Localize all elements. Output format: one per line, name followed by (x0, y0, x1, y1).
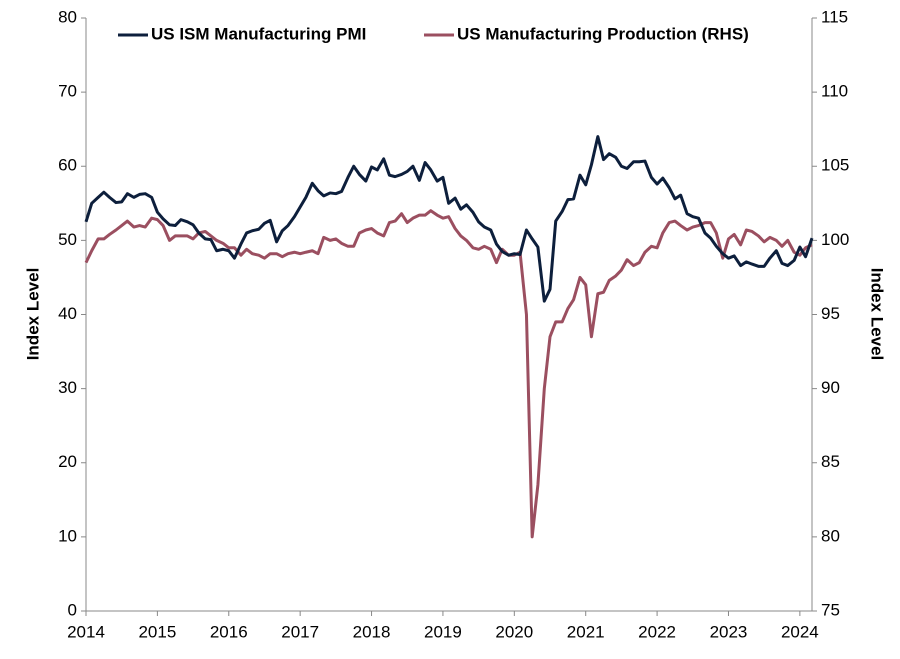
y2-tick-label: 115 (821, 7, 848, 26)
y2-tick-label: 95 (821, 304, 840, 323)
y-tick-label: 50 (58, 230, 77, 249)
x-tick-label: 2022 (638, 622, 676, 641)
x-tick-label: 2020 (495, 622, 533, 641)
y-tick-label: 80 (58, 7, 77, 26)
legend-label: US Manufacturing Production (RHS) (457, 24, 749, 43)
y-axis-label: Index Level (23, 268, 42, 361)
y-tick-label: 0 (68, 600, 77, 619)
series-line (84, 209, 813, 539)
x-tick-label: 2019 (424, 622, 462, 641)
x-tick-label: 2018 (353, 622, 391, 641)
x-tick-label: 2021 (567, 622, 605, 641)
y-tick-label: 60 (58, 156, 77, 175)
x-tick-label: 2015 (138, 622, 176, 641)
y2-tick-label: 80 (821, 526, 840, 545)
y2-tick-label: 105 (821, 156, 849, 175)
y2-tick-label: 85 (821, 452, 840, 471)
y2-tick-label: 75 (821, 600, 840, 619)
x-tick-label: 2023 (710, 622, 748, 641)
legend-label: US ISM Manufacturing PMI (151, 24, 366, 43)
x-tick-label: 2024 (781, 622, 819, 641)
y2-tick-label: 110 (821, 82, 848, 101)
x-tick-label: 2014 (67, 622, 105, 641)
x-tick-label: 2017 (281, 622, 319, 641)
x-tick-label: 2016 (210, 622, 248, 641)
y-tick-label: 20 (58, 452, 77, 471)
series-line (84, 135, 814, 303)
y2-tick-label: 90 (821, 378, 840, 397)
y-tick-label: 10 (58, 526, 77, 545)
y2-axis-label: Index Level (868, 268, 887, 361)
y-tick-label: 30 (58, 378, 77, 397)
y2-tick-label: 100 (821, 230, 849, 249)
y-tick-label: 70 (58, 82, 77, 101)
y-tick-label: 40 (58, 304, 77, 323)
